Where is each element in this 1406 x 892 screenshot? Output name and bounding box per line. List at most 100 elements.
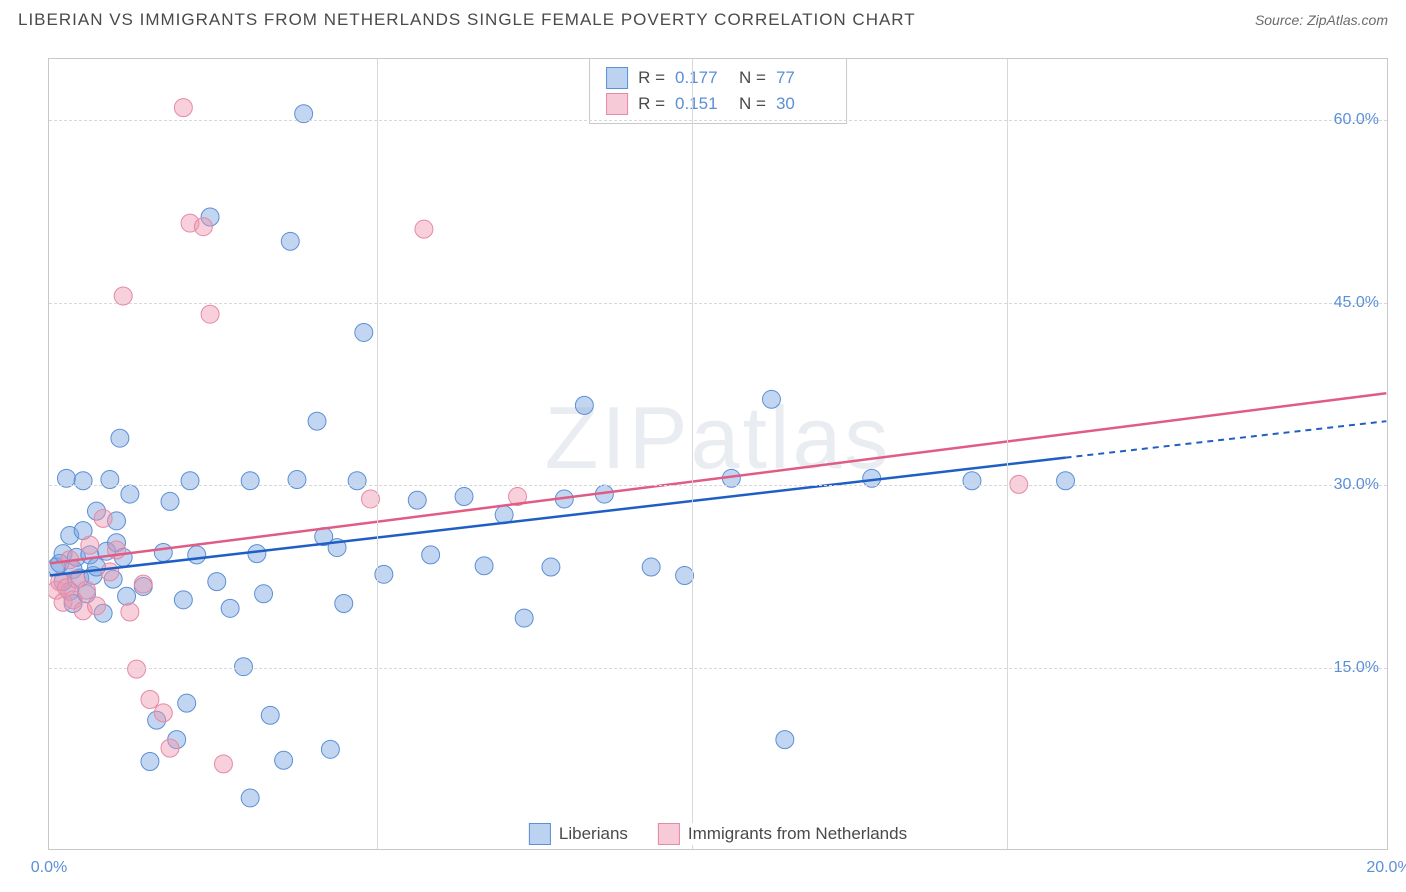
stat-r-value-0: 0.177 [675, 68, 729, 88]
y-tick-label: 60.0% [1334, 111, 1379, 129]
scatter-point [555, 490, 573, 508]
scatter-point [61, 526, 79, 544]
x-tick-label: 20.0% [1366, 859, 1406, 877]
scatter-point [241, 472, 259, 490]
stat-r-label: R = [638, 68, 665, 88]
scatter-point [67, 570, 85, 588]
scatter-point [308, 412, 326, 430]
scatter-point [455, 488, 473, 506]
scatter-point [94, 509, 112, 527]
scatter-point [355, 323, 373, 341]
scatter-point [77, 585, 95, 603]
stats-legend: R = 0.177 N = 77 R = 0.151 N = 30 [589, 59, 847, 124]
scatter-point [241, 789, 259, 807]
scatter-point [188, 546, 206, 564]
scatter-point [64, 595, 82, 613]
stat-r-value-1: 0.151 [675, 94, 729, 114]
scatter-point [335, 595, 353, 613]
scatter-point [49, 558, 65, 576]
scatter-point [81, 546, 99, 564]
scatter-point [74, 602, 92, 620]
watermark-text: ZIPatlas [545, 387, 892, 489]
scatter-point [1010, 475, 1028, 493]
trend-line [50, 393, 1387, 563]
scatter-point [1057, 472, 1075, 490]
scatter-point [575, 396, 593, 414]
scatter-point [84, 567, 102, 585]
scatter-point [118, 587, 136, 605]
scatter-point [762, 390, 780, 408]
title-bar: LIBERIAN VS IMMIGRANTS FROM NETHERLANDS … [0, 0, 1406, 36]
scatter-point [98, 542, 116, 560]
scatter-point [208, 573, 226, 591]
scatter-point [595, 485, 613, 503]
gridline-v [377, 59, 378, 849]
scatter-point [255, 585, 273, 603]
scatter-point [321, 740, 339, 758]
scatter-point [221, 599, 239, 617]
scatter-point [61, 582, 79, 600]
scatter-point [542, 558, 560, 576]
scatter-point [141, 753, 159, 771]
stat-r-label: R = [638, 94, 665, 114]
scatter-point [87, 558, 105, 576]
scatter-point [51, 573, 69, 591]
legend-item-0: Liberians [529, 823, 628, 845]
scatter-point [261, 706, 279, 724]
scatter-point [174, 591, 192, 609]
gridline-h [49, 303, 1387, 304]
scatter-point [328, 539, 346, 557]
swatch-series-0 [606, 67, 628, 89]
stats-row-series-0: R = 0.177 N = 77 [606, 65, 830, 91]
scatter-point [51, 554, 69, 572]
chart-plot-area: ZIPatlas R = 0.177 N = 77 R = 0.151 N = … [48, 58, 1388, 850]
scatter-point [422, 546, 440, 564]
scatter-point [121, 485, 139, 503]
scatter-point [963, 472, 981, 490]
scatter-point [64, 560, 82, 578]
legend-label-0: Liberians [559, 824, 628, 844]
scatter-point [201, 208, 219, 226]
scatter-point [495, 506, 513, 524]
scatter-point [642, 558, 660, 576]
scatter-point [315, 528, 333, 546]
chart-title: LIBERIAN VS IMMIGRANTS FROM NETHERLANDS … [18, 10, 916, 30]
scatter-point [94, 604, 112, 622]
scatter-point [408, 491, 426, 509]
stat-n-value-0: 77 [776, 68, 830, 88]
scatter-point [134, 577, 152, 595]
scatter-point [154, 543, 172, 561]
scatter-point [148, 711, 166, 729]
scatter-point [67, 548, 85, 566]
scatter-point [181, 214, 199, 232]
scatter-point [776, 731, 794, 749]
scatter-point [87, 502, 105, 520]
legend-label-1: Immigrants from Netherlands [688, 824, 907, 844]
scatter-point [275, 751, 293, 769]
scatter-point [108, 534, 126, 552]
scatter-point [141, 691, 159, 709]
scatter-point [134, 575, 152, 593]
scatter-point [71, 569, 89, 587]
scatter-point [111, 429, 129, 447]
scatter-point [74, 472, 92, 490]
gridline-h [49, 668, 1387, 669]
bottom-legend: Liberians Immigrants from Netherlands [523, 823, 913, 845]
scatter-point [174, 99, 192, 117]
scatter-point [87, 597, 105, 615]
scatter-point [235, 658, 253, 676]
scatter-point [49, 581, 65, 599]
scatter-point [74, 522, 92, 540]
scatter-point [214, 755, 232, 773]
scatter-point [108, 541, 126, 559]
stat-n-value-1: 30 [776, 94, 830, 114]
scatter-point [121, 603, 139, 621]
scatter-point [168, 731, 186, 749]
scatter-point [515, 609, 533, 627]
gridline-h [49, 485, 1387, 486]
scatter-point [101, 563, 119, 581]
scatter-point [114, 548, 132, 566]
y-tick-label: 30.0% [1334, 476, 1379, 494]
scatter-point [64, 591, 82, 609]
scatter-point [348, 472, 366, 490]
